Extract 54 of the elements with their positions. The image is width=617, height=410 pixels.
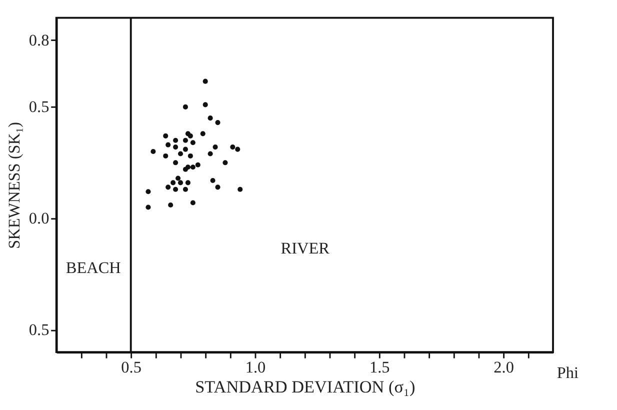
point — [190, 140, 196, 146]
annotation: BEACH — [66, 258, 122, 277]
point — [163, 133, 168, 138]
x-tick-label: 2.0 — [494, 358, 514, 377]
annotation: RIVER — [280, 240, 330, 258]
x-tick-label: 1.0 — [245, 358, 266, 377]
point — [215, 120, 220, 126]
text: Phi — [556, 364, 579, 382]
y-axis-title: SKEWNESS (SK₁) — [5, 122, 24, 249]
point — [195, 162, 200, 168]
point — [170, 180, 176, 186]
y-tick-label: 0.5 — [28, 98, 50, 116]
point — [182, 186, 188, 192]
point — [185, 180, 190, 186]
point — [146, 189, 151, 194]
point — [208, 116, 213, 121]
point — [168, 202, 174, 208]
point — [182, 146, 188, 152]
point — [235, 146, 240, 152]
point — [182, 166, 188, 172]
point — [222, 160, 228, 166]
point — [215, 184, 220, 190]
y-tick-label: 0.8 — [28, 31, 50, 50]
point — [163, 153, 168, 158]
point — [190, 164, 196, 170]
x-tick-label: 0.5 — [121, 358, 142, 377]
point — [176, 176, 181, 181]
point — [210, 178, 216, 184]
point — [188, 133, 193, 138]
point — [212, 144, 218, 150]
point — [230, 144, 236, 150]
point — [202, 102, 208, 108]
point — [173, 138, 178, 143]
y-tick-label: 0.5 — [28, 321, 50, 340]
point — [182, 138, 188, 143]
point — [200, 131, 206, 136]
point — [150, 148, 156, 154]
point — [173, 160, 178, 166]
point — [238, 186, 243, 192]
point — [166, 142, 171, 148]
x-axis-title: STANDARD DEVIATION (σ₁) — [195, 378, 416, 397]
x-tick-label: 1.5 — [370, 358, 390, 377]
point — [178, 180, 184, 186]
point — [173, 186, 178, 192]
point — [202, 78, 208, 84]
point — [188, 153, 193, 158]
point — [208, 151, 213, 156]
point — [182, 104, 188, 110]
point — [178, 151, 184, 156]
y-tick-label: 0.0 — [28, 210, 50, 228]
point — [166, 184, 171, 190]
point — [173, 144, 178, 150]
point — [146, 204, 151, 210]
point — [190, 200, 196, 206]
